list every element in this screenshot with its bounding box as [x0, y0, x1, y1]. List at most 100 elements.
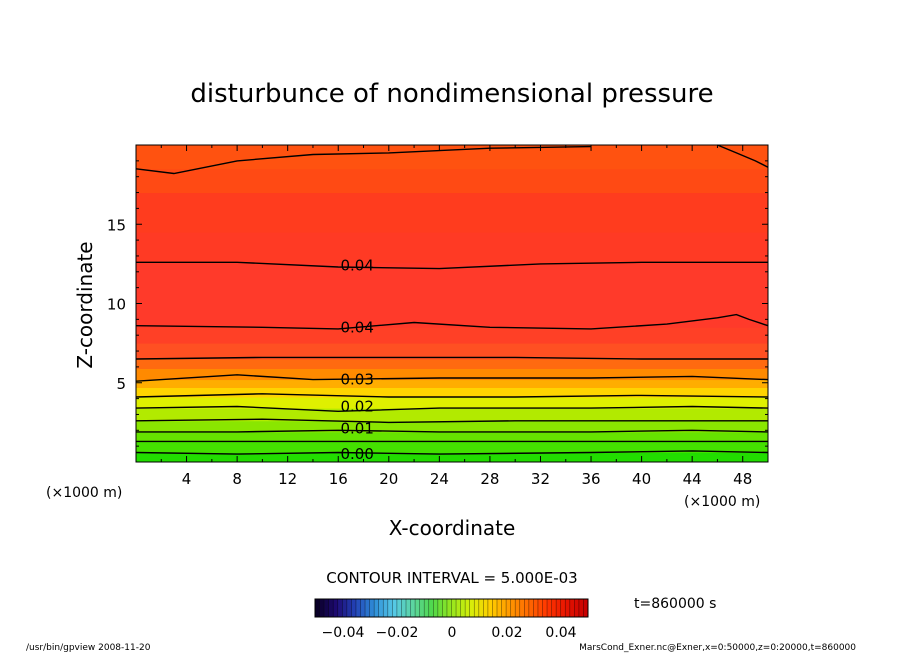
x-unit-left: (×1000 m): [46, 485, 122, 501]
colorbar-cell: [556, 599, 561, 617]
colorbar-cell: [415, 599, 420, 617]
color-band: [136, 368, 768, 381]
colorbar-cell: [583, 599, 589, 617]
contour-line: [136, 429, 769, 433]
color-band: [136, 420, 768, 433]
contour-line: [717, 144, 769, 168]
colorbar-cell: [460, 599, 466, 617]
colorbar-cell: [396, 599, 402, 617]
colorbar-cell: [383, 599, 389, 617]
x-tick-label: 48: [733, 470, 752, 488]
colorbar-cell: [315, 599, 320, 617]
x-tick-label: 4: [182, 470, 192, 488]
contour-line: [135, 418, 768, 424]
contour-label: 0.03: [340, 371, 373, 389]
colorbar-cell: [524, 599, 530, 617]
colorbar-cell: [360, 599, 366, 617]
colorbar-tick-label: 0.04: [545, 625, 576, 641]
contour-line: [135, 356, 768, 360]
x-tick-label: 32: [531, 470, 550, 488]
color-band: [136, 358, 768, 369]
color-band: [136, 441, 768, 453]
contour-line: [136, 261, 768, 270]
colorbar-cell: [446, 599, 452, 617]
colorbar-cell: [406, 599, 411, 617]
colorbar-cell: [424, 599, 430, 617]
x-tick-label: 12: [278, 470, 297, 488]
contour-line: [135, 374, 769, 382]
color-band: [136, 145, 768, 170]
color-band: [136, 379, 768, 389]
colorbar-cell: [387, 599, 393, 617]
time-label: t=860000 s: [634, 596, 716, 612]
y-axis-label: Z-coordinate: [73, 241, 97, 368]
colorbar-cell: [569, 599, 575, 617]
x-tick-label: 8: [232, 470, 242, 488]
color-band: [136, 452, 768, 463]
colorbar-cell: [378, 599, 384, 617]
chart-title: disturbunce of nondimensional pressure: [190, 79, 713, 109]
colorbar-cell: [442, 599, 448, 617]
colorbar-cell: [410, 599, 416, 617]
colorbar-cell: [578, 599, 584, 617]
colorbar-cell: [365, 599, 370, 617]
colorbar-cell: [560, 599, 566, 617]
colorbar-cell: [374, 599, 379, 617]
colorbar-cell: [501, 599, 507, 617]
colorbar-cell: [533, 599, 539, 617]
contour-line: [135, 313, 769, 330]
x-unit-right: (×1000 m): [684, 494, 760, 510]
colorbar-cell: [465, 599, 470, 617]
colorbar-cell: [483, 599, 489, 617]
y-tick-label: 15: [107, 216, 126, 234]
x-tick-label: 20: [379, 470, 398, 488]
colorbar-cell: [324, 599, 329, 617]
colorbar-tick-label: 0: [448, 625, 457, 641]
contour-label: 0.04: [340, 318, 373, 336]
color-band: [136, 232, 768, 263]
x-tick-label: 24: [430, 470, 449, 488]
contour-interval-text: CONTOUR INTERVAL = 5.000E-03: [326, 569, 577, 587]
contour-label: 0.04: [340, 256, 373, 274]
colorbar-cell: [497, 599, 502, 617]
colorbar-cell: [456, 599, 461, 617]
colorbar-cell: [437, 599, 443, 617]
colorbar-cell: [474, 599, 480, 617]
colorbar-cell: [574, 599, 580, 617]
color-band: [136, 431, 768, 442]
x-tick-label: 28: [480, 470, 499, 488]
contour-line: [135, 450, 769, 455]
colorbar-cell: [537, 599, 543, 617]
color-band: [136, 327, 768, 344]
colorbar-cell: [401, 599, 407, 617]
contour-labels: 0.04 0.04 0.03 0.02 0.01 0.00: [340, 256, 373, 463]
colorbar-cell: [337, 599, 343, 617]
y-tick-label: 5: [116, 375, 126, 393]
colorbar-cell: [433, 599, 439, 617]
colorbar-cell: [487, 599, 493, 617]
colorbar-cell: [428, 599, 434, 617]
colorbar-cell: [319, 599, 325, 617]
x-axis-label: X-coordinate: [389, 516, 516, 540]
colorbar-tick-labels: −0.04 −0.02 0 0.02 0.04: [322, 625, 577, 641]
colorbar-cell: [419, 599, 425, 617]
contour-lines: [135, 144, 769, 455]
colorbar-cell: [369, 599, 375, 617]
colorbar-cell: [551, 599, 557, 617]
colorbar-cell: [392, 599, 398, 617]
colorbar-tick-label: −0.02: [376, 625, 419, 641]
colorbar-cell: [469, 599, 475, 617]
colorbar-cell: [528, 599, 534, 617]
color-band: [136, 397, 768, 409]
colorbar-tick-label: 0.02: [491, 625, 522, 641]
colorbar-cell: [346, 599, 352, 617]
colorbar-cell: [510, 599, 516, 617]
colorbar-cell: [519, 599, 525, 617]
color-band: [136, 408, 768, 422]
color-band: [136, 343, 768, 360]
footer-left: /usr/bin/gpview 2008-11-20: [26, 643, 151, 653]
colorbar-cell: [333, 599, 339, 617]
colorbar-cell: [542, 599, 548, 617]
colorbar-cell: [506, 599, 511, 617]
